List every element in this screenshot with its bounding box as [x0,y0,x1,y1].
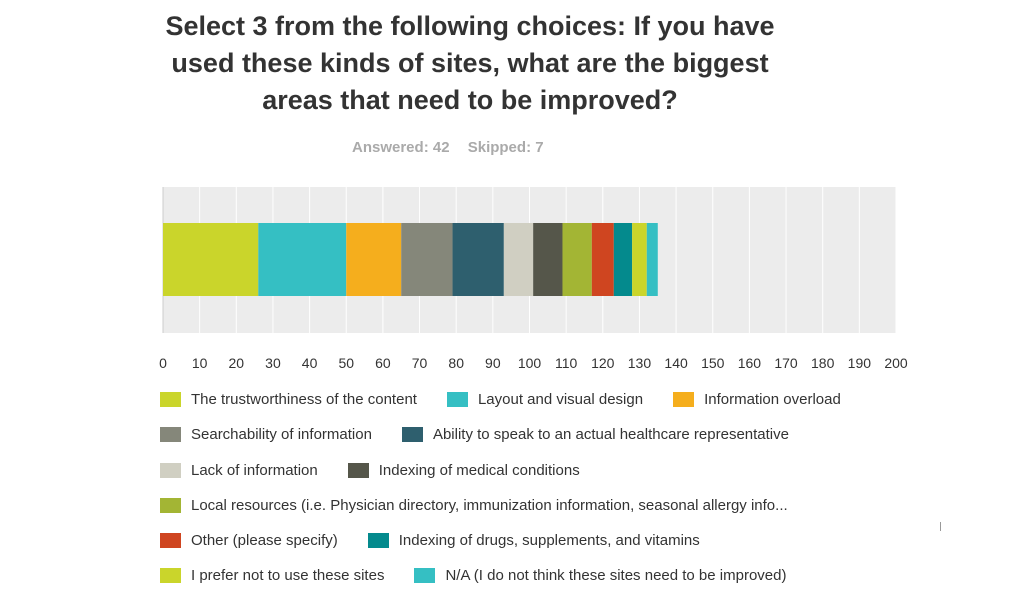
legend-swatch [347,462,369,478]
legend-swatch [160,568,181,584]
x-tick-label: 40 [302,355,318,371]
x-tick-label: 140 [664,355,688,371]
bar-segment [452,223,504,296]
x-tick-label: 150 [701,355,725,371]
bar-segment [632,223,647,296]
legend-label: The trustworthiness of the content [191,391,417,408]
legend-label: I prefer not to use these sites [191,567,385,585]
legend-swatch [160,392,181,407]
x-tick-label: 110 [555,355,578,371]
bar-segment [613,223,633,296]
legend-label: Ability to speak to an actual healthcare… [432,426,789,444]
chart-legend: The trustworthiness of the content Layout… [160,391,920,603]
answered-count: Answered: 42 [352,139,450,156]
x-tick-label: 170 [774,355,798,371]
bar-segment [533,223,563,296]
legend-item[interactable]: The trustworthiness of the content [160,391,417,408]
legend-item[interactable]: Ability to speak to an actual healthcare… [401,426,789,444]
legend-item[interactable]: Layout and visual design [446,391,644,408]
legend-label: N/A (I do not think these sites need to … [445,567,787,585]
x-tick-label: 180 [811,355,835,371]
bar-segment [258,223,347,296]
legend-swatch [367,533,389,549]
x-tick-label: 90 [485,355,501,371]
bar-segment [346,223,402,296]
skipped-count: Skipped: 7 [467,139,544,156]
legend-item[interactable]: Local resources (i.e. Physician director… [160,497,788,514]
legend-label: Indexing of medical conditions [378,461,580,479]
legend-swatch [160,462,181,478]
legend-label: Indexing of drugs, supplements, and vita… [398,532,700,550]
x-tick-label: 70 [412,355,428,371]
legend-item[interactable]: Indexing of medical conditions [347,461,580,479]
legend-row: I prefer not to use these sites N/A (I do… [160,567,920,602]
legend-row: Local resources (i.e. Physician director… [160,497,920,532]
x-tick-label: 100 [518,355,542,371]
legend-swatch [446,392,468,407]
legend-swatch [673,392,695,407]
legend-item[interactable]: Information overload [673,391,841,408]
legend-item[interactable]: Other (please specify) [160,532,338,549]
x-tick-label: 20 [229,355,245,371]
legend-swatch [414,568,436,584]
divider-mark [940,522,941,531]
bar-segment [591,223,614,296]
legend-label: Other (please specify) [191,532,338,550]
legend-label: Layout and visual design [477,391,644,408]
response-summary: Answered: 42 Skipped: 7 [352,139,558,156]
legend-row: Searchability of information Ability to s… [160,426,920,461]
x-tick-label: 200 [884,355,908,371]
legend-item[interactable]: N/A (I do not think these sites need to … [414,567,786,584]
bar-segments [163,223,658,296]
legend-label: Searchability of information [191,426,372,444]
legend-item[interactable]: Searchability of information [160,426,372,443]
bar-segment [401,223,453,296]
x-tick-label: 160 [738,355,762,371]
legend-swatch [401,427,423,443]
legend-swatch [160,497,181,513]
stacked-bar-chart: 0 10 20 30 40 50 60 70 80 90 100 110 120 130 140 150 160… [159,187,908,371]
legend-item[interactable]: Lack of information [160,462,318,479]
legend-label: Lack of information [191,461,318,479]
legend-label: Information overload [704,391,841,408]
x-tick-label: 60 [375,355,391,371]
legend-swatch [160,427,181,443]
legend-item[interactable]: I prefer not to use these sites [160,567,384,584]
x-tick-label: 80 [448,355,464,371]
bar-segment [503,223,534,296]
legend-item[interactable]: Indexing of drugs, supplements, and vita… [367,532,700,550]
x-tick-label: 10 [192,355,208,371]
x-tick-label: 120 [591,355,615,371]
bar-segment [646,223,658,296]
legend-row: Other (please specify) Indexing of drugs,… [160,532,920,567]
legend-swatch [160,533,181,549]
legend-label: Local resources (i.e. Physician director… [191,496,788,514]
x-tick-label: 190 [848,355,872,371]
x-axis-ticks: 0 10 20 30 40 50 60 70 80 90 100 110 120 130 140 150 160… [159,355,908,371]
legend-row: The trustworthiness of the content Layout… [160,391,920,426]
bar-segment [163,223,259,296]
x-tick-label: 130 [628,355,652,371]
legend-row: Lack of information Indexing of medical c… [160,462,920,497]
x-tick-label: 50 [338,355,354,371]
bar-segment [562,223,592,296]
x-tick-label: 0 [159,355,167,371]
x-tick-label: 30 [265,355,281,371]
chart-title: Select 3 from the following choices: If … [165,11,775,115]
